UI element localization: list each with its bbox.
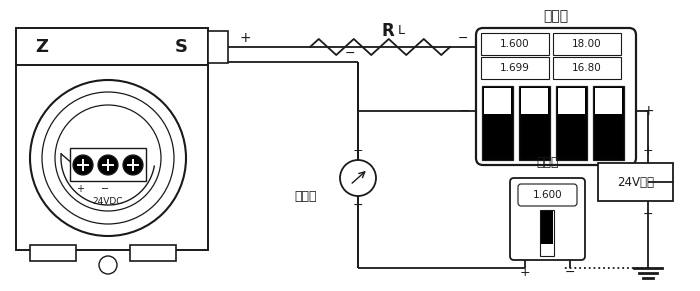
Bar: [484, 88, 511, 114]
Bar: [130, 245, 176, 261]
Bar: [208, 31, 228, 63]
Text: +: +: [519, 265, 531, 278]
Text: +: +: [239, 31, 251, 45]
Bar: [521, 88, 548, 114]
Text: 1.699: 1.699: [500, 63, 530, 73]
Bar: [482, 86, 513, 160]
Circle shape: [340, 160, 376, 196]
Text: −: −: [344, 47, 355, 59]
Text: 24V电流: 24V电流: [617, 175, 654, 189]
Text: −: −: [353, 198, 363, 212]
Text: R: R: [382, 22, 394, 40]
Circle shape: [98, 155, 118, 175]
Bar: [593, 86, 624, 160]
Text: 记录乺: 记录乺: [543, 9, 568, 23]
Circle shape: [99, 256, 117, 274]
Bar: [598, 163, 673, 201]
Text: −: −: [458, 104, 470, 118]
Bar: [481, 33, 549, 55]
Text: L: L: [398, 24, 405, 37]
Bar: [16, 64, 208, 250]
Bar: [481, 57, 549, 79]
Text: 1.600: 1.600: [500, 39, 530, 49]
Bar: [558, 88, 585, 114]
FancyBboxPatch shape: [518, 184, 577, 206]
Text: +: +: [353, 145, 363, 157]
Text: 18.00: 18.00: [572, 39, 602, 49]
Text: −: −: [458, 31, 468, 45]
Text: +: +: [643, 143, 653, 157]
Bar: [30, 245, 76, 261]
Circle shape: [123, 155, 143, 175]
FancyBboxPatch shape: [476, 28, 636, 165]
Text: S: S: [174, 38, 188, 56]
Text: +: +: [76, 184, 84, 194]
Bar: [553, 33, 621, 55]
Bar: [70, 148, 146, 181]
Bar: [556, 86, 587, 160]
Text: 24VDC: 24VDC: [92, 198, 123, 207]
Text: Z: Z: [36, 38, 48, 56]
Circle shape: [73, 155, 93, 175]
Text: 16.80: 16.80: [572, 63, 602, 73]
Text: 1.600: 1.600: [533, 190, 562, 200]
Text: −: −: [643, 207, 653, 221]
Text: 电流表: 电流表: [295, 189, 317, 203]
Text: −: −: [101, 184, 109, 194]
Bar: [541, 211, 553, 244]
Bar: [553, 57, 621, 79]
Text: 数显表: 数显表: [536, 157, 559, 169]
Circle shape: [30, 80, 186, 236]
Text: +: +: [642, 104, 654, 118]
Bar: [16, 28, 208, 65]
FancyBboxPatch shape: [510, 178, 585, 260]
Bar: [519, 86, 550, 160]
Text: −: −: [565, 265, 575, 278]
Bar: [595, 88, 622, 114]
Bar: [540, 210, 554, 256]
